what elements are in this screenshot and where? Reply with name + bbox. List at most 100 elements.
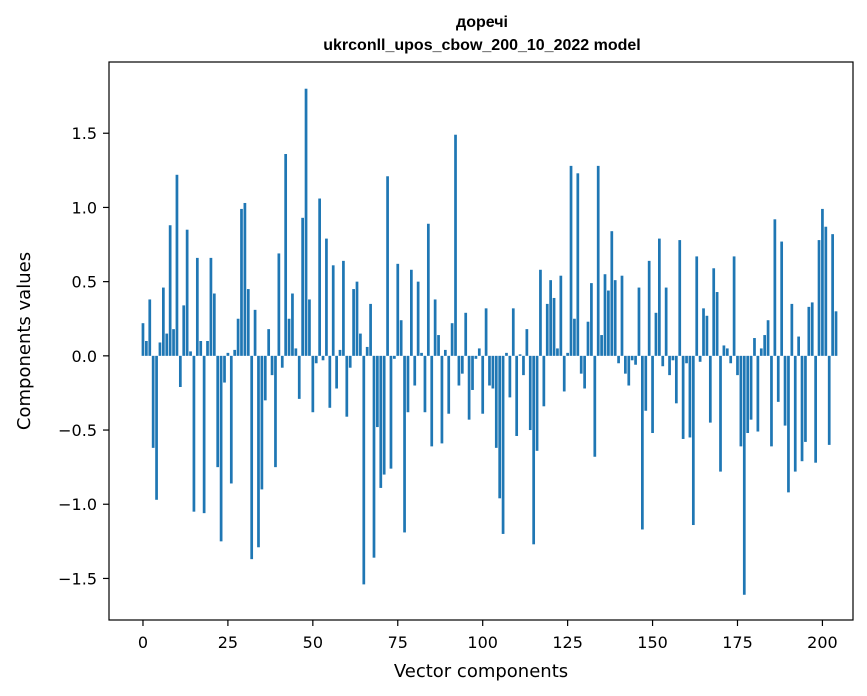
bar: [654, 312, 658, 356]
bar: [705, 315, 709, 356]
bar: [250, 355, 254, 560]
bar: [484, 308, 488, 356]
bar: [294, 348, 298, 356]
bar: [549, 280, 552, 356]
bar: [328, 355, 332, 408]
bar: [311, 355, 315, 413]
bar: [443, 349, 447, 356]
x-tick-label: 200: [807, 633, 838, 652]
bar: [545, 303, 549, 356]
bar: [246, 289, 250, 356]
bar: [494, 355, 498, 448]
bar: [270, 355, 274, 376]
bar: [447, 355, 451, 414]
bar: [528, 355, 532, 431]
bar: [691, 355, 695, 526]
bar: [338, 349, 342, 356]
bar: [178, 355, 182, 387]
bar: [566, 352, 569, 356]
bar: [426, 223, 430, 356]
bar: [671, 355, 675, 361]
bar: [175, 174, 179, 356]
bar: [236, 318, 240, 356]
bar: [753, 338, 756, 356]
bar: [450, 323, 454, 356]
bar: [260, 355, 264, 490]
bar: [287, 318, 291, 356]
bar: [681, 355, 685, 439]
bar: [664, 287, 668, 356]
bar: [498, 355, 502, 499]
bar: [603, 274, 607, 356]
x-tick-label: 50: [303, 633, 323, 652]
bar: [284, 154, 288, 356]
bar: [301, 217, 304, 356]
x-tick-label: 100: [467, 633, 498, 652]
bar: [437, 335, 440, 356]
bar: [141, 323, 145, 356]
bar: [345, 355, 349, 417]
y-tick-label: −1.0: [58, 495, 97, 514]
bar: [403, 355, 406, 533]
chart-subtitle: ukrconll_upos_cbow_200_10_2022 model: [323, 37, 640, 54]
bar: [787, 355, 790, 493]
bar: [318, 198, 321, 356]
bar: [749, 355, 753, 420]
bar: [793, 355, 797, 472]
bar: [515, 355, 519, 436]
bar: [508, 355, 512, 398]
bar: [352, 289, 355, 356]
bar: [505, 352, 508, 356]
bar: [770, 355, 773, 447]
bar: [365, 346, 369, 356]
bar: [807, 306, 811, 356]
bar: [501, 355, 505, 534]
bar: [739, 355, 743, 447]
bar: [647, 260, 651, 356]
bar: [386, 176, 389, 356]
bar: [511, 308, 515, 356]
bar: [719, 355, 722, 472]
bar: [732, 256, 736, 356]
x-axis: 0 25 50 75 100 125 150 175 200: [138, 620, 838, 652]
bar: [481, 355, 485, 414]
bar: [637, 287, 641, 356]
bar: [576, 173, 580, 356]
bar: [314, 355, 318, 364]
x-tick-label: 150: [637, 633, 668, 652]
x-axis-label: Vector components: [394, 661, 568, 682]
bar: [243, 202, 247, 356]
bar: [219, 355, 223, 542]
bar: [824, 226, 828, 356]
bar: [525, 329, 529, 356]
bar: [742, 355, 746, 595]
bar: [698, 355, 702, 362]
bar: [359, 333, 362, 356]
bar: [590, 283, 593, 356]
bar: [613, 280, 617, 356]
bar: [165, 333, 169, 356]
y-axis-label: Components values: [14, 252, 35, 430]
bar: [491, 355, 495, 389]
bar: [661, 355, 665, 367]
bar: [185, 229, 189, 356]
bar: [532, 355, 536, 545]
bar: [145, 341, 148, 356]
bar: [199, 341, 203, 356]
bar: [291, 293, 294, 356]
bar: [467, 355, 471, 420]
bar: [831, 234, 834, 356]
bar: [827, 355, 831, 445]
bar: [331, 265, 335, 356]
bar: [209, 257, 213, 356]
bar: [759, 348, 763, 356]
bar: [433, 299, 437, 356]
bar: [158, 342, 162, 356]
bar: [240, 208, 243, 356]
bar: [457, 355, 461, 386]
bar: [233, 349, 237, 356]
y-tick-label: −0.5: [58, 421, 97, 440]
bar: [155, 355, 158, 500]
